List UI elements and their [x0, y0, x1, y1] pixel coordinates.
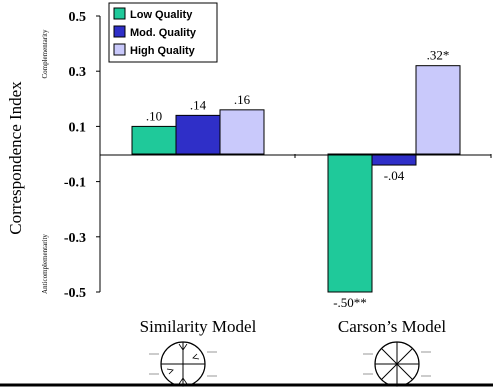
category-label: Similarity Model	[140, 317, 257, 336]
bars	[131, 65, 461, 293]
y-axis-label-complementarity: Complementarity	[41, 29, 49, 78]
legend-entry: Low Quality	[130, 9, 193, 21]
y-tick-label: 0.5	[69, 10, 87, 25]
bar-low-quality-carson	[327, 153, 373, 293]
legend-swatch	[113, 43, 126, 56]
y-tick-label: 0.3	[69, 65, 87, 80]
category-label: Carson’s Model	[338, 317, 446, 336]
legend-swatch	[113, 7, 126, 20]
circumplex-diagram-similarity	[149, 341, 217, 387]
category-labels: Similarity Model Carson’s Model	[140, 317, 447, 336]
y-tick-label: -0.1	[64, 176, 86, 191]
y-tick-label: -0.3	[64, 231, 86, 246]
circumplex-diagram-carson	[363, 341, 431, 387]
bar-high-quality-similarity	[219, 109, 265, 155]
bar-mod-quality-carson	[371, 153, 417, 166]
data-labels: .10 -.50** .14 -.04 .16 .32*	[146, 48, 450, 310]
bar-high-quality-carson	[415, 65, 461, 155]
data-label: .14	[190, 97, 207, 112]
legend-box	[108, 2, 218, 63]
data-label: .10	[146, 108, 162, 123]
axis-tick-marks	[96, 15, 492, 293]
y-tick-label: 0.1	[69, 120, 87, 135]
bar-low-quality-similarity	[131, 125, 177, 155]
data-label: .16	[234, 92, 251, 107]
legend-entry: Mod. Quality	[130, 27, 197, 39]
y-tick-labels: 0.5 0.3 0.1 -0.1 -0.3 -0.5	[64, 10, 86, 301]
legend-swatch	[113, 25, 126, 38]
data-label: -.50**	[333, 295, 367, 310]
legend-entry: High Quality	[130, 45, 196, 57]
legend: Low Quality Mod. Quality High Quality	[108, 2, 218, 63]
data-label: -.04	[384, 168, 405, 183]
y-axis-label: Correspondence Index	[6, 81, 25, 235]
y-tick-label: -0.5	[64, 286, 86, 301]
bar-mod-quality-similarity	[175, 114, 221, 155]
data-label: .32*	[427, 48, 450, 63]
y-axis-label-anticomplementarity: Anticomplementarity	[41, 234, 49, 294]
